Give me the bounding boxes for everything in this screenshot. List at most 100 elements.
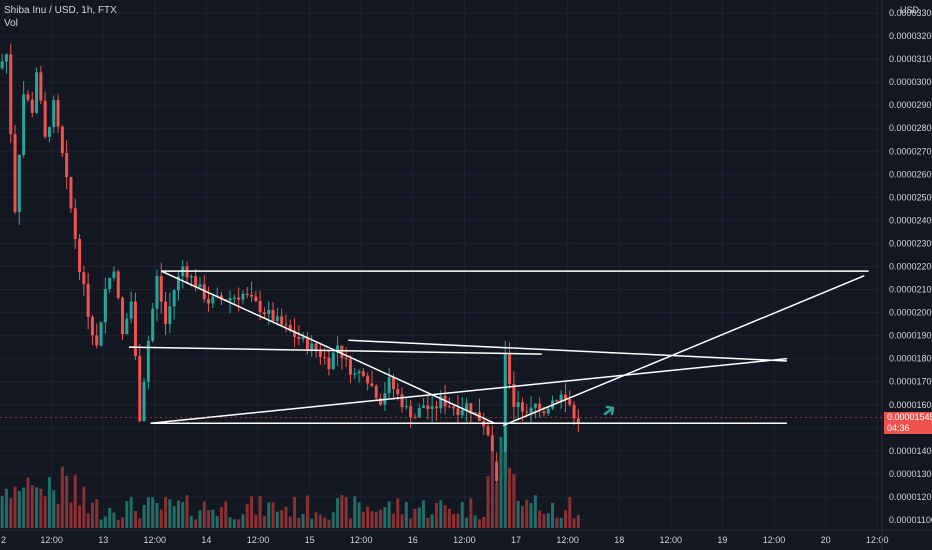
volume-label[interactable]: Vol: [4, 18, 18, 29]
y-tick-label: 0.00001800: [889, 354, 932, 364]
volume-bar: [280, 510, 284, 528]
arrow-up-icon[interactable]: [603, 405, 615, 416]
volume-bar: [477, 519, 481, 528]
volume-bar: [490, 451, 494, 528]
volume-bar: [69, 502, 73, 528]
volume-bar: [413, 508, 417, 528]
candle-body: [284, 324, 288, 326]
candle-body: [151, 308, 155, 341]
volume-bar: [533, 495, 537, 528]
candle-body: [112, 271, 116, 279]
candle-body: [176, 276, 180, 291]
trendline[interactable]: [502, 275, 865, 427]
candle-body: [538, 403, 542, 412]
candle-body: [65, 153, 69, 177]
x-tick-label: 12:00: [660, 535, 683, 545]
volume-bar: [250, 496, 254, 528]
candle-body: [0, 61, 4, 69]
symbol-label[interactable]: Shiba Inu / USD, 1h, FTX: [4, 5, 117, 16]
candle-body: [374, 386, 378, 399]
volume-bar: [460, 501, 464, 528]
y-tick-label: 0.00001100: [889, 515, 932, 525]
y-tick-label: 0.00002300: [889, 238, 932, 248]
candle-body: [228, 298, 232, 301]
candle-body: [164, 301, 168, 325]
y-tick-label: 0.00001700: [889, 377, 932, 387]
volume-bar: [538, 510, 542, 528]
trendline[interactable]: [348, 339, 787, 362]
volume-bar: [65, 475, 69, 528]
volume-bar: [512, 474, 516, 528]
volume-bar: [288, 516, 292, 528]
volume-bar: [396, 498, 400, 528]
candle-body: [495, 461, 499, 482]
volume-bar: [499, 436, 503, 528]
volume-bar: [404, 501, 408, 528]
volume-bar: [22, 487, 26, 528]
volume-bar: [374, 511, 378, 528]
y-tick-label: 0.00002400: [889, 215, 932, 225]
volume-bar: [142, 504, 146, 528]
volume-bar: [383, 507, 387, 528]
candle-body: [90, 316, 94, 336]
volume-bar: [469, 498, 473, 528]
volume-bar: [305, 495, 309, 528]
volume-bar: [353, 496, 357, 528]
candle-body: [82, 272, 86, 284]
volume-bar: [542, 513, 546, 528]
volume-bar: [121, 517, 125, 528]
volume-bar: [90, 502, 94, 528]
volume-bar: [331, 512, 335, 528]
volume-bar: [159, 509, 163, 528]
candle-body: [185, 266, 189, 278]
candle-body: [314, 343, 318, 352]
candle-body: [327, 357, 331, 370]
candle-body: [26, 94, 30, 100]
volume-bar: [189, 515, 193, 528]
candle-body: [357, 371, 361, 374]
volume-bar: [563, 509, 567, 528]
volume-bar: [525, 499, 529, 528]
candle-body: [529, 407, 533, 413]
candle-body: [340, 345, 344, 358]
candle-body: [568, 398, 572, 405]
candle-body: [490, 435, 494, 462]
candle-body: [508, 353, 512, 385]
volume-bar: [344, 497, 348, 528]
trendline[interactable]: [160, 270, 495, 424]
candle-body: [56, 99, 60, 127]
candle-body: [168, 306, 172, 325]
candle-body: [280, 316, 284, 325]
candle-body: [254, 296, 258, 302]
volume-bar: [262, 516, 266, 528]
x-tick-label: 18: [614, 535, 624, 545]
candle-body: [52, 99, 56, 128]
volume-bar: [318, 514, 322, 528]
volume-bar: [576, 515, 580, 528]
x-tick-label: 15: [305, 535, 315, 545]
candle-body: [559, 394, 563, 402]
candle-body: [387, 377, 391, 394]
candle-body: [417, 407, 421, 418]
x-tick-label: 19: [717, 535, 727, 545]
candle-body: [473, 412, 477, 414]
volume-bar: [482, 517, 486, 528]
candle-body: [142, 381, 146, 422]
volume-bar: [232, 519, 236, 528]
volume-bar: [35, 487, 39, 528]
trendline[interactable]: [150, 357, 787, 424]
volume-bar: [443, 505, 447, 528]
volume-bar: [202, 501, 206, 528]
last-price-countdown: 04:36: [887, 423, 910, 433]
volume-bar: [39, 488, 43, 528]
volume-bar: [245, 504, 249, 528]
candle-body: [460, 410, 464, 416]
volume-bar: [456, 513, 460, 528]
volume-bar: [155, 503, 159, 528]
candle-body: [103, 289, 107, 323]
candle-body: [172, 290, 176, 307]
candle-body: [237, 297, 241, 300]
volume-bar: [164, 497, 168, 528]
x-tick-label: 20: [821, 535, 831, 545]
